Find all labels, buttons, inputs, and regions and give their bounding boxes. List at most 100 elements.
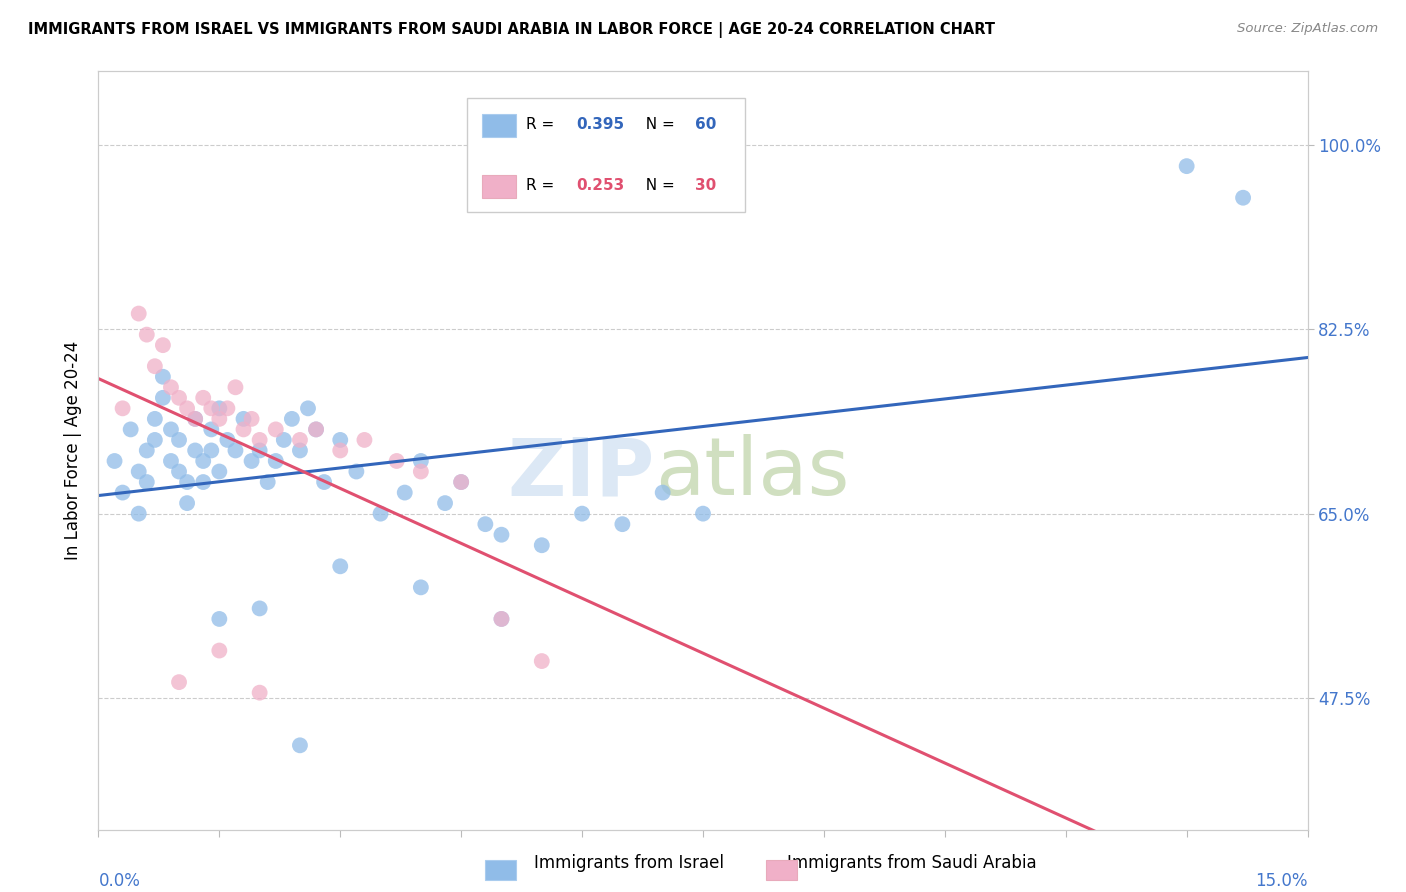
Point	[409, 580, 432, 594]
Point	[208, 401, 231, 416]
Point	[256, 475, 278, 489]
Point	[434, 496, 457, 510]
Point	[224, 380, 246, 394]
Text: R =: R =	[526, 178, 560, 193]
Text: 0.253: 0.253	[576, 178, 624, 193]
Point	[184, 443, 207, 458]
Point	[208, 412, 231, 426]
Point	[176, 475, 198, 489]
Point	[353, 433, 375, 447]
Point	[184, 412, 207, 426]
Point	[249, 686, 271, 700]
Y-axis label: In Labor Force | Age 20-24: In Labor Force | Age 20-24	[65, 341, 83, 560]
Point	[314, 475, 336, 489]
Point	[329, 443, 352, 458]
Point	[193, 454, 215, 468]
Point	[329, 559, 352, 574]
Point	[143, 433, 166, 447]
Point	[1175, 159, 1198, 173]
Text: 0.395: 0.395	[576, 117, 624, 132]
Point	[1232, 191, 1254, 205]
Point	[344, 465, 367, 479]
Point	[143, 359, 166, 374]
Point	[176, 401, 198, 416]
Point	[152, 391, 174, 405]
Point	[370, 507, 392, 521]
Point	[128, 507, 150, 521]
Point	[193, 475, 215, 489]
Point	[329, 433, 352, 447]
Point	[135, 327, 157, 342]
Text: 0.0%: 0.0%	[98, 871, 141, 889]
Point	[249, 443, 271, 458]
Point	[232, 422, 254, 436]
Point	[530, 654, 553, 668]
Point	[240, 412, 263, 426]
Point	[167, 433, 190, 447]
Point	[103, 454, 125, 468]
Point	[143, 412, 166, 426]
Text: N =: N =	[637, 117, 681, 132]
Point	[450, 475, 472, 489]
Text: ZIP: ZIP	[508, 434, 655, 512]
Point	[288, 433, 311, 447]
Point	[152, 369, 174, 384]
Point	[273, 433, 295, 447]
Point	[281, 412, 304, 426]
Point	[409, 454, 432, 468]
Text: Source: ZipAtlas.com: Source: ZipAtlas.com	[1237, 22, 1378, 36]
Point	[394, 485, 416, 500]
Point	[208, 612, 231, 626]
Point	[128, 465, 150, 479]
Point	[264, 454, 287, 468]
Point	[491, 612, 513, 626]
Point	[409, 465, 432, 479]
Text: R =: R =	[526, 117, 560, 132]
Point	[474, 517, 496, 532]
Point	[217, 401, 239, 416]
Point	[612, 517, 634, 532]
Point	[152, 338, 174, 352]
Point	[491, 527, 513, 541]
Point	[135, 475, 157, 489]
Point	[111, 485, 134, 500]
Point	[160, 454, 183, 468]
Point	[184, 412, 207, 426]
FancyBboxPatch shape	[482, 175, 516, 198]
Point	[193, 391, 215, 405]
Point	[200, 443, 222, 458]
Point	[305, 422, 328, 436]
FancyBboxPatch shape	[482, 114, 516, 137]
Point	[288, 443, 311, 458]
Text: 30: 30	[695, 178, 716, 193]
Text: Immigrants from Saudi Arabia: Immigrants from Saudi Arabia	[787, 855, 1038, 872]
Point	[288, 739, 311, 753]
Text: 60: 60	[695, 117, 716, 132]
Text: atlas: atlas	[655, 434, 849, 512]
Point	[208, 465, 231, 479]
Point	[128, 307, 150, 321]
FancyBboxPatch shape	[467, 98, 745, 211]
Point	[208, 643, 231, 657]
Point	[450, 475, 472, 489]
Point	[530, 538, 553, 552]
Point	[200, 422, 222, 436]
Point	[297, 401, 319, 416]
Point	[111, 401, 134, 416]
Point	[385, 454, 408, 468]
Point	[120, 422, 142, 436]
Point	[135, 443, 157, 458]
Point	[224, 443, 246, 458]
Point	[249, 433, 271, 447]
Point	[167, 465, 190, 479]
Point	[240, 454, 263, 468]
Point	[249, 601, 271, 615]
Point	[651, 485, 673, 500]
Text: 15.0%: 15.0%	[1256, 871, 1308, 889]
Point	[167, 675, 190, 690]
Point	[692, 507, 714, 521]
Point	[571, 507, 593, 521]
Point	[160, 380, 183, 394]
Point	[491, 612, 513, 626]
Point	[160, 422, 183, 436]
